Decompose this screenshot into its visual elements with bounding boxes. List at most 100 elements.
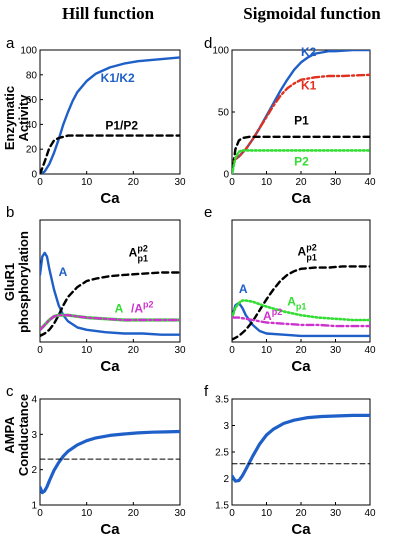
y-tick-label: 100 bbox=[20, 46, 37, 57]
curve-label-d-2: K2 bbox=[301, 45, 317, 59]
ylabel-row3-line2: Conductance bbox=[16, 394, 31, 476]
curve-label-b-6: A bbox=[59, 265, 68, 279]
x-tick-label: 20 bbox=[128, 508, 140, 519]
series-line-e-a-p1 bbox=[232, 299, 370, 322]
curve-label-e-12: Ap1 bbox=[287, 294, 306, 311]
series-line-e-a-p1-p2 bbox=[232, 265, 370, 341]
series-line-b-a bbox=[40, 251, 180, 336]
panel-a: a 0 10 20 30 0 20 40 60 80 100 Ca K1/K2 P1/P2 bbox=[6, 35, 186, 207]
series-line-b-a-p2 bbox=[40, 314, 180, 331]
y-tick-label: 0 bbox=[223, 170, 229, 181]
y-tick-label: 50 bbox=[218, 108, 230, 119]
x-tick-label: 0 bbox=[229, 508, 235, 519]
panel-d: d 0 10 20 30 40 0 50 100 Ca K2 K1 P1 P2 bbox=[204, 35, 376, 207]
panel-letter-f: f bbox=[204, 383, 209, 400]
column-title-sigmoidal: Sigmoidal function bbox=[243, 4, 381, 23]
curve-label-e-10: A bbox=[239, 282, 248, 296]
panel-letter-e: e bbox=[204, 204, 212, 221]
x-tick-label: 20 bbox=[295, 345, 307, 356]
y-tick-label: 40 bbox=[26, 120, 38, 131]
x-tick-label: 20 bbox=[295, 508, 307, 519]
curve-label-b-7: Ap2 p1 bbox=[129, 244, 148, 264]
x-tick-label: 40 bbox=[364, 177, 376, 188]
y-tick-label: 100 bbox=[212, 46, 229, 57]
panel-letter-b: b bbox=[6, 204, 14, 221]
series-line-c-conductance bbox=[40, 429, 180, 495]
x-tick-label: 30 bbox=[174, 345, 186, 356]
x-tick-label: 10 bbox=[81, 345, 93, 356]
x-tick-label: 0 bbox=[37, 345, 43, 356]
x-tick-label: 40 bbox=[364, 508, 376, 519]
x-tick-label: 0 bbox=[229, 177, 235, 188]
curve-label-d-4: P1 bbox=[294, 113, 309, 127]
series-line-e-a-p2 bbox=[232, 316, 370, 328]
ylabel-row2-line2: phosphorylation bbox=[16, 231, 31, 333]
y-tick-label: 80 bbox=[26, 70, 38, 81]
panel-b: b 0 10 20 30 Ca A Ap2 p1 A/Ap2 bbox=[6, 204, 186, 375]
y-tick-label: 20 bbox=[26, 145, 38, 156]
x-tick-label: 30 bbox=[330, 508, 342, 519]
x-tick-label: 30 bbox=[174, 177, 186, 188]
plot-frame-a bbox=[39, 49, 181, 175]
series-line-a-p1-p2 bbox=[40, 134, 180, 174]
x-tick-label: 10 bbox=[81, 177, 93, 188]
curve-label-d-3: K1 bbox=[301, 79, 317, 93]
panel-f: f 0 10 20 30 40 1.5 2 2.5 3 3.5 Ca bbox=[204, 383, 376, 538]
series-line-b-a-p1 bbox=[40, 313, 180, 332]
x-axis-label-a: Ca bbox=[100, 190, 120, 207]
y-tick-label: 3 bbox=[223, 421, 229, 432]
ylabel-row3-line1: AMPA bbox=[2, 416, 17, 454]
x-axis-label-b: Ca bbox=[100, 358, 120, 375]
y-tick-label: 2 bbox=[31, 465, 37, 476]
series-line-f-conductance bbox=[232, 413, 370, 483]
curve-label-e-11: Ap2 p1 bbox=[298, 242, 317, 262]
x-tick-label: 30 bbox=[174, 508, 186, 519]
curve-label-e-13: Ap2 bbox=[263, 307, 282, 323]
curve-label-a-1: P1/P2 bbox=[105, 118, 138, 132]
series-line-d-k2 bbox=[232, 50, 370, 163]
x-tick-label: 20 bbox=[128, 177, 140, 188]
x-tick-label: 10 bbox=[261, 508, 273, 519]
y-tick-label: 1.5 bbox=[215, 501, 229, 512]
series-line-d-k1 bbox=[232, 73, 370, 163]
y-tick-label: 4 bbox=[31, 395, 37, 406]
y-tick-label: 1 bbox=[31, 501, 37, 512]
x-tick-label: 40 bbox=[364, 345, 376, 356]
x-tick-label: 0 bbox=[37, 508, 43, 519]
panel-c: c 0 10 20 30 1 2 3 4 Ca bbox=[6, 383, 186, 538]
x-tick-label: 0 bbox=[37, 177, 43, 188]
ylabel-row1-line2: Activity bbox=[16, 94, 31, 142]
curve-label-b-9: /Ap2 bbox=[131, 300, 154, 316]
x-tick-label: 0 bbox=[229, 345, 235, 356]
y-tick-label: 2.5 bbox=[215, 448, 229, 459]
x-tick-label: 20 bbox=[128, 345, 140, 356]
series-line-d-p2 bbox=[232, 149, 370, 174]
ylabel-row1-line1: Enzymatic bbox=[2, 86, 17, 150]
panel-letter-d: d bbox=[204, 35, 212, 52]
series-line-a-k1-k2 bbox=[40, 56, 180, 174]
curve-label-a-0: K1/K2 bbox=[101, 71, 135, 85]
plot-frame-c bbox=[39, 398, 181, 506]
x-tick-label: 20 bbox=[295, 177, 307, 188]
y-tick-label: 2 bbox=[223, 474, 229, 485]
x-axis-label-e: Ca bbox=[291, 358, 311, 375]
series-line-b-a-p1-p2 bbox=[40, 271, 180, 338]
ylabel-row2-line1: GluR1 bbox=[2, 263, 17, 301]
plot-frame-b bbox=[39, 219, 181, 343]
panel-letter-c: c bbox=[6, 383, 14, 400]
y-tick-label: 60 bbox=[26, 95, 38, 106]
x-tick-label: 30 bbox=[330, 177, 342, 188]
y-tick-label: 3 bbox=[31, 430, 37, 441]
panel-letter-a: a bbox=[6, 35, 15, 52]
x-tick-label: 10 bbox=[81, 508, 93, 519]
y-tick-label: 0 bbox=[31, 170, 37, 181]
column-title-hill: Hill function bbox=[62, 4, 155, 23]
x-tick-label: 30 bbox=[330, 345, 342, 356]
x-axis-label-f: Ca bbox=[291, 521, 311, 538]
x-axis-label-d: Ca bbox=[291, 190, 311, 207]
curve-label-d-5: P2 bbox=[294, 154, 309, 168]
panel-e: e 0 10 20 30 40 Ca A Ap2 p1 Ap1 Ap2 bbox=[204, 204, 376, 375]
series-line-d-p1 bbox=[232, 135, 370, 174]
